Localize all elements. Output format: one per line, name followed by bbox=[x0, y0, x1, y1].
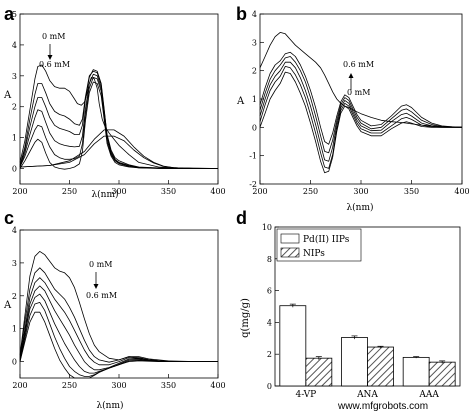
series-line-0 bbox=[19, 250, 218, 363]
series-line-4 bbox=[259, 66, 462, 169]
watermark: www.mfgrobots.com bbox=[337, 401, 428, 412]
y-tick-label: 4 bbox=[267, 318, 272, 327]
x-tick-label: 250 bbox=[62, 381, 77, 390]
y-tick-label: 2 bbox=[267, 350, 272, 359]
panel-a-ylabel: A bbox=[3, 90, 12, 101]
y-tick-label: 1 bbox=[12, 134, 17, 143]
legend-swatch-0 bbox=[280, 233, 300, 244]
panel-d-chart: q(mg/g) 0 2 4 6 8 10 4-VP ANA AAA Pd(II) IIPs NIPs bbox=[240, 223, 461, 400]
bar-0-2 bbox=[402, 356, 430, 387]
series-line-2 bbox=[19, 69, 218, 169]
y-tick-label: 4 bbox=[12, 41, 17, 50]
panel-b-arrowhead bbox=[348, 73, 354, 78]
y-tick-label: 3 bbox=[252, 38, 257, 47]
y-tick-label: 3 bbox=[12, 72, 17, 81]
panel-a-annotation-end: 0.6 mM bbox=[39, 60, 70, 69]
series-line-2 bbox=[19, 277, 218, 366]
series-line-3 bbox=[259, 61, 462, 162]
series-line-5 bbox=[259, 71, 462, 174]
panel-c-xlabel: λ(nm) bbox=[96, 400, 123, 411]
y-tick-label: 2 bbox=[12, 292, 17, 301]
panel-c-annotation-start: 0 mM bbox=[89, 260, 112, 269]
y-tick-label: 0 bbox=[12, 358, 17, 367]
y-tick-label: 1 bbox=[12, 325, 17, 334]
x-tick-label: 350 bbox=[161, 187, 176, 196]
y-tick-label: 0 bbox=[252, 123, 257, 132]
y-tick-label: 4 bbox=[12, 226, 17, 235]
x-tick-label: 300 bbox=[353, 187, 368, 196]
bar-0-1 bbox=[341, 337, 368, 387]
series-line-3 bbox=[19, 285, 218, 371]
x-tick-label: 400 bbox=[210, 187, 225, 196]
y-tick-label: 2 bbox=[252, 67, 257, 76]
bar-1-0 bbox=[305, 357, 333, 387]
panel-b-ylabel: A bbox=[236, 96, 245, 107]
category-label: ANA bbox=[356, 390, 378, 400]
x-tick-label: 400 bbox=[210, 381, 225, 390]
y-tick-label: 0 bbox=[267, 382, 272, 391]
category-label: AAA bbox=[418, 390, 439, 400]
x-tick-label: 250 bbox=[303, 187, 318, 196]
y-tick-label: 5 bbox=[12, 10, 17, 19]
panel-c-chart: A λ(nm) 0 mM 0.6 mM 200 250 300 350 400 0 1 2 3 4 bbox=[3, 226, 226, 411]
x-tick-label: 350 bbox=[404, 187, 419, 196]
panel-label-b: b bbox=[236, 4, 247, 24]
series-line-3 bbox=[19, 73, 218, 169]
series-line-0 bbox=[259, 32, 463, 128]
panel-a-xlabel: λ(nm) bbox=[91, 189, 118, 200]
panel-label-a: a bbox=[4, 4, 15, 24]
series-line-4 bbox=[19, 77, 218, 169]
y-tick-label: 2 bbox=[12, 103, 17, 112]
x-tick-label: 200 bbox=[252, 187, 267, 196]
y-tick-label: -2 bbox=[249, 180, 257, 189]
series-line-7 bbox=[19, 135, 218, 169]
panel-d-ylabel: q(mg/g) bbox=[240, 298, 251, 338]
panel-a-arrowhead bbox=[47, 55, 53, 60]
panel-c-annotation-end: 0.6 mM bbox=[86, 291, 117, 300]
x-tick-label: 400 bbox=[454, 187, 469, 196]
y-tick-label: -1 bbox=[249, 152, 257, 161]
x-tick-label: 300 bbox=[111, 187, 126, 196]
x-tick-label: 300 bbox=[111, 381, 126, 390]
panel-b-xlabel: λ(nm) bbox=[346, 202, 373, 213]
series-line-6 bbox=[19, 311, 218, 379]
series-line-1 bbox=[19, 70, 218, 169]
panel-label-d: d bbox=[236, 208, 247, 228]
panel-b-annotation-start: 0 mM bbox=[347, 88, 370, 97]
y-tick-label: 3 bbox=[12, 259, 17, 268]
panel-a-annotation-start: 0 mM bbox=[42, 32, 65, 41]
y-tick-label: 6 bbox=[267, 287, 272, 296]
x-tick-label: 200 bbox=[12, 187, 27, 196]
x-tick-label: 350 bbox=[161, 381, 176, 390]
bar-1-2 bbox=[428, 361, 456, 387]
panel-a-chart: A λ(nm) 0 mM 0.6 mM 200 250 300 350 400 0 1 2 3 4… bbox=[3, 10, 226, 200]
y-tick-label: 1 bbox=[252, 95, 257, 104]
series-line-5 bbox=[19, 301, 218, 377]
bar-0-0 bbox=[279, 305, 307, 387]
panel-b-annotation-end: 0.6 mM bbox=[343, 60, 374, 69]
plot-frame bbox=[19, 229, 219, 379]
legend-label-1: NIPs bbox=[303, 249, 325, 259]
panel-label-c: c bbox=[4, 208, 14, 228]
x-tick-label: 250 bbox=[62, 187, 77, 196]
y-tick-label: 10 bbox=[262, 223, 272, 232]
y-tick-label: 4 bbox=[252, 10, 257, 19]
panel-c-arrowhead bbox=[93, 284, 99, 289]
panel-c-ylabel: A bbox=[3, 300, 12, 311]
category-label: 4-VP bbox=[295, 390, 316, 400]
series-line-1 bbox=[19, 267, 218, 363]
legend-label-0: Pd(II) IIPs bbox=[303, 234, 350, 245]
legend-swatch-1 bbox=[280, 247, 300, 258]
series-line-0 bbox=[19, 64, 219, 169]
panel-b-chart: A λ(nm) 0.6 mM 0 mM 200 250 300 350 400 -2 -1 0… bbox=[236, 10, 470, 213]
y-tick-label: 8 bbox=[267, 255, 272, 264]
series-line-1 bbox=[259, 51, 463, 145]
x-tick-label: 200 bbox=[12, 381, 27, 390]
bar-1-1 bbox=[367, 346, 394, 387]
series-line-5 bbox=[19, 81, 218, 170]
y-tick-label: 0 bbox=[12, 165, 17, 174]
series-line-2 bbox=[259, 56, 463, 154]
